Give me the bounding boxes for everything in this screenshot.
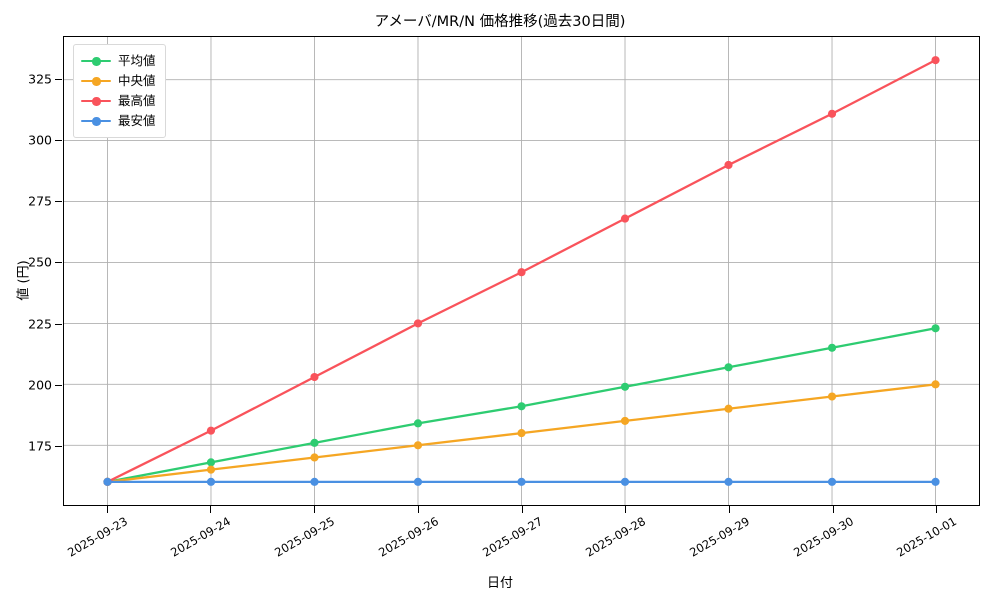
data-point-marker	[931, 56, 940, 65]
data-point-marker	[413, 419, 423, 428]
chart-legend: 平均値中央値最高値最安値	[73, 44, 166, 138]
legend-label: 中央値	[118, 72, 156, 88]
y-tick-label: 300	[28, 132, 52, 148]
x-tick-mark	[625, 506, 627, 513]
legend-swatch-icon	[81, 74, 111, 88]
series-2	[103, 380, 940, 486]
y-tick-label: 325	[28, 71, 52, 87]
series-3	[103, 56, 940, 486]
x-tick-label: 2025-09-30	[790, 514, 856, 560]
y-tick-mark	[55, 323, 62, 325]
data-point-marker	[827, 109, 837, 118]
legend-item-1[interactable]: 平均値	[81, 51, 156, 71]
y-tick-mark	[55, 262, 62, 264]
y-tick-label: 200	[28, 377, 52, 393]
data-point-marker	[827, 477, 837, 486]
y-tick-mark	[55, 78, 62, 80]
data-point-marker	[310, 438, 319, 447]
legend-dot-icon	[92, 77, 101, 86]
x-tick-label: 2025-09-23	[64, 514, 130, 560]
legend-label: 平均値	[118, 52, 156, 68]
x-tick-label: 2025-09-27	[479, 514, 545, 560]
data-point-marker	[827, 343, 837, 352]
data-point-marker	[206, 477, 216, 486]
data-point-marker	[620, 477, 630, 486]
x-tick-mark	[106, 506, 108, 513]
x-tick-label: 2025-09-29	[687, 514, 752, 560]
legend-item-2[interactable]: 中央値	[81, 71, 156, 91]
x-tick-label: 2025-10-01	[894, 514, 960, 560]
x-tick-label: 2025-09-24	[168, 514, 234, 560]
x-tick-label: 2025-09-25	[272, 514, 338, 560]
data-point-marker	[620, 416, 630, 425]
data-point-marker	[310, 453, 319, 462]
data-point-marker	[413, 319, 423, 328]
data-point-marker	[206, 426, 216, 435]
x-tick-label: 2025-09-26	[375, 514, 441, 560]
y-tick-mark	[55, 140, 62, 142]
data-point-marker	[206, 465, 216, 474]
data-point-marker	[724, 363, 733, 372]
series-1	[103, 324, 940, 486]
y-tick-mark	[55, 446, 62, 448]
legend-dot-icon	[92, 57, 101, 66]
x-tick-mark	[417, 506, 419, 513]
data-point-marker	[517, 429, 526, 438]
series-4	[103, 477, 940, 486]
chart-title: アメーバ/MR/N 価格推移(過去30日間)	[374, 14, 626, 30]
data-point-marker	[310, 372, 319, 382]
data-point-marker	[413, 441, 423, 450]
y-tick-mark	[55, 384, 62, 386]
legend-item-4[interactable]: 最安値	[81, 111, 156, 131]
plot-area	[63, 36, 980, 506]
y-axis-tick-labels: 175 200 225 250 275 300 325	[0, 36, 62, 506]
legend-item-3[interactable]: 最高値	[81, 91, 156, 111]
x-tick-mark	[210, 506, 212, 513]
y-tick-label: 250	[28, 254, 52, 270]
x-tick-mark	[728, 506, 730, 513]
legend-swatch-icon	[81, 54, 111, 68]
data-point-marker	[103, 477, 112, 486]
legend-label: 最高値	[118, 92, 156, 108]
x-tick-mark	[832, 506, 834, 513]
x-tick-mark	[521, 506, 523, 513]
y-tick-mark	[55, 201, 62, 203]
data-point-marker	[724, 477, 733, 486]
legend-swatch-icon	[81, 94, 111, 108]
x-tick-mark	[936, 506, 938, 513]
legend-swatch-icon	[81, 114, 111, 128]
y-tick-label: 275	[28, 193, 52, 209]
y-tick-label: 175	[28, 438, 52, 454]
data-point-marker	[724, 404, 733, 413]
x-tick-label: 2025-09-28	[583, 514, 649, 560]
data-point-marker	[206, 458, 216, 467]
data-point-marker	[413, 477, 423, 486]
data-point-marker	[931, 380, 940, 389]
x-tick-mark	[314, 506, 316, 513]
data-point-marker	[931, 324, 940, 333]
data-point-marker	[517, 402, 526, 411]
y-axis-label: 値 (円)	[16, 260, 32, 301]
data-point-marker	[620, 214, 630, 223]
data-point-marker	[827, 392, 837, 401]
y-tick-label: 225	[28, 316, 52, 332]
x-axis-label: 日付	[486, 576, 513, 591]
legend-label: 最安値	[118, 112, 156, 128]
x-axis-tick-labels: 2025-09-23 2025-09-24 2025-09-25 2025-09-26…	[63, 506, 980, 576]
data-point-marker	[517, 477, 526, 486]
data-point-marker	[310, 477, 319, 486]
data-series-layer	[103, 56, 940, 486]
legend-dot-icon	[92, 97, 101, 106]
legend-dot-icon	[92, 117, 101, 126]
data-point-marker	[724, 160, 733, 170]
data-point-marker	[931, 477, 940, 486]
data-point-marker	[517, 268, 526, 277]
data-point-marker	[620, 382, 630, 391]
